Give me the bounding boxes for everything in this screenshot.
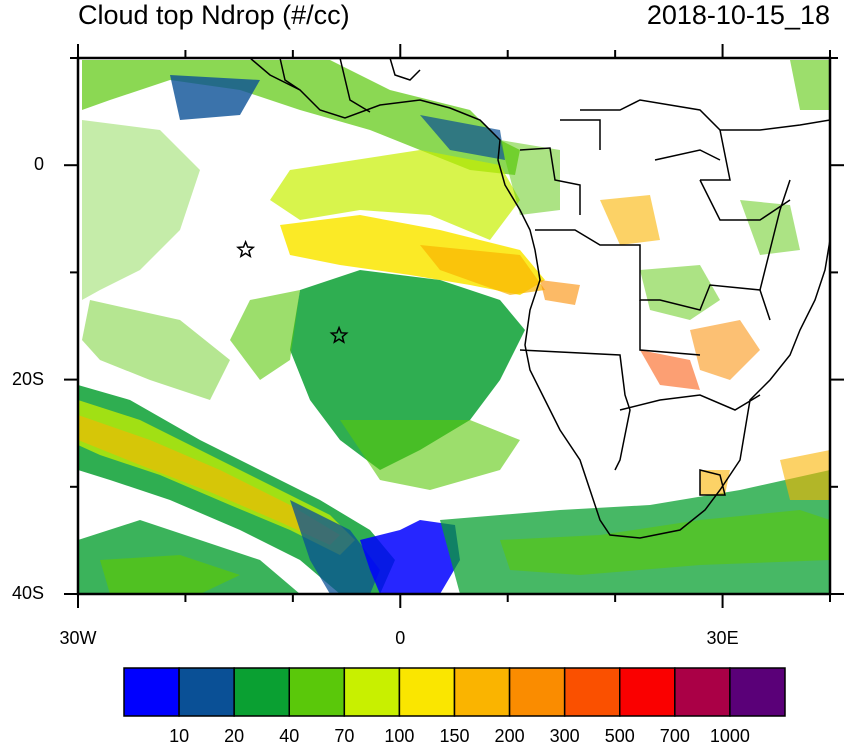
lon-tick-label: 0	[395, 628, 406, 648]
coastlines	[249, 58, 830, 539]
star-marker-ascension	[236, 239, 256, 258]
plot-frame	[76, 56, 832, 596]
colorbar-label: 300	[549, 726, 580, 746]
lat-tick-label: 40S	[11, 583, 44, 603]
colorbar-label: 1000	[709, 726, 750, 746]
cloud-field	[78, 60, 830, 594]
colorbar-label: 500	[604, 726, 635, 746]
colorbar-label: 20	[224, 726, 245, 746]
star-marker-st-helena	[329, 325, 349, 344]
marker-layer	[236, 239, 349, 344]
figure-title: Cloud top Ndrop (#/cc)	[78, 0, 350, 30]
colorbar-label: 200	[494, 726, 525, 746]
colorbar-label: 70	[334, 726, 355, 746]
datetime-label: 2018-10-15_18	[646, 0, 830, 30]
colorbar-label: 150	[439, 726, 470, 746]
colorbar-label: 100	[384, 726, 415, 746]
lon-tick-label: 30W	[59, 628, 97, 648]
colorbar-label: 40	[279, 726, 300, 746]
colorbar-label: 10	[169, 726, 190, 746]
lat-tick-label: 20S	[11, 368, 44, 389]
lat-tick-label: 0	[33, 154, 44, 175]
lon-tick-label: 30E	[706, 628, 739, 648]
colorbar-label: 700	[659, 726, 690, 746]
axis-ticks	[64, 44, 844, 608]
